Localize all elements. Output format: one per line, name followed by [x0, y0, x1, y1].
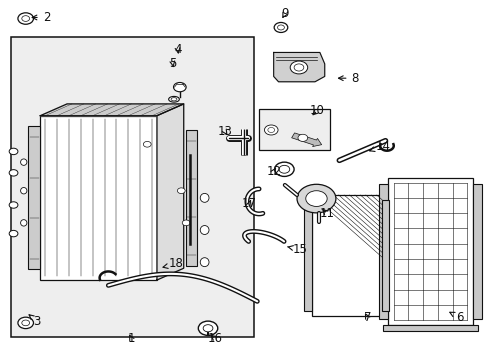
Text: 11: 11 — [319, 207, 334, 220]
Circle shape — [22, 16, 30, 21]
Circle shape — [9, 230, 18, 237]
Text: 3: 3 — [29, 315, 41, 328]
Ellipse shape — [20, 220, 27, 226]
Circle shape — [22, 320, 30, 326]
Circle shape — [274, 162, 293, 176]
Text: 13: 13 — [217, 125, 232, 138]
Text: 4: 4 — [174, 43, 181, 56]
Circle shape — [9, 202, 18, 208]
Ellipse shape — [200, 193, 208, 202]
Circle shape — [173, 82, 186, 92]
Text: 16: 16 — [207, 333, 223, 346]
Bar — [381, 201, 388, 311]
Circle shape — [305, 191, 326, 206]
Circle shape — [277, 25, 284, 30]
Bar — [186, 130, 197, 266]
Circle shape — [289, 61, 307, 74]
Circle shape — [18, 13, 33, 24]
Circle shape — [293, 64, 303, 71]
Ellipse shape — [171, 98, 177, 101]
Circle shape — [182, 220, 190, 226]
Circle shape — [297, 134, 307, 141]
Bar — [311, 195, 381, 316]
Bar — [378, 184, 387, 319]
Text: 1: 1 — [127, 333, 135, 346]
Circle shape — [9, 148, 18, 155]
Text: 6: 6 — [449, 311, 463, 324]
Bar — [304, 201, 311, 311]
Text: 17: 17 — [242, 197, 257, 210]
Circle shape — [9, 170, 18, 176]
Bar — [382, 325, 477, 331]
Circle shape — [177, 188, 185, 194]
Text: 9: 9 — [281, 8, 288, 21]
Text: 5: 5 — [169, 57, 176, 71]
Circle shape — [203, 325, 212, 332]
Polygon shape — [157, 104, 183, 280]
Text: 14: 14 — [369, 140, 390, 153]
Polygon shape — [273, 53, 324, 82]
Bar — [40, 116, 157, 280]
Ellipse shape — [168, 96, 179, 102]
Ellipse shape — [20, 188, 27, 194]
Ellipse shape — [200, 226, 208, 234]
Text: 15: 15 — [287, 243, 307, 256]
Circle shape — [274, 22, 287, 32]
Circle shape — [18, 317, 33, 329]
Ellipse shape — [200, 258, 208, 267]
Text: 2: 2 — [32, 11, 50, 24]
Ellipse shape — [20, 159, 27, 165]
Circle shape — [267, 127, 274, 132]
Text: 7: 7 — [363, 311, 370, 324]
Bar — [472, 184, 481, 319]
Circle shape — [296, 184, 335, 213]
Circle shape — [198, 321, 217, 336]
Text: 8: 8 — [338, 72, 358, 85]
Circle shape — [143, 141, 151, 147]
Text: 18: 18 — [163, 257, 183, 270]
Bar — [387, 178, 472, 325]
Circle shape — [264, 125, 278, 135]
FancyArrow shape — [291, 133, 321, 147]
Bar — [259, 109, 329, 150]
Polygon shape — [40, 104, 183, 116]
Text: 10: 10 — [309, 104, 325, 117]
Text: 12: 12 — [266, 165, 281, 177]
Circle shape — [279, 165, 289, 173]
Bar — [28, 126, 40, 269]
Bar — [11, 37, 254, 337]
